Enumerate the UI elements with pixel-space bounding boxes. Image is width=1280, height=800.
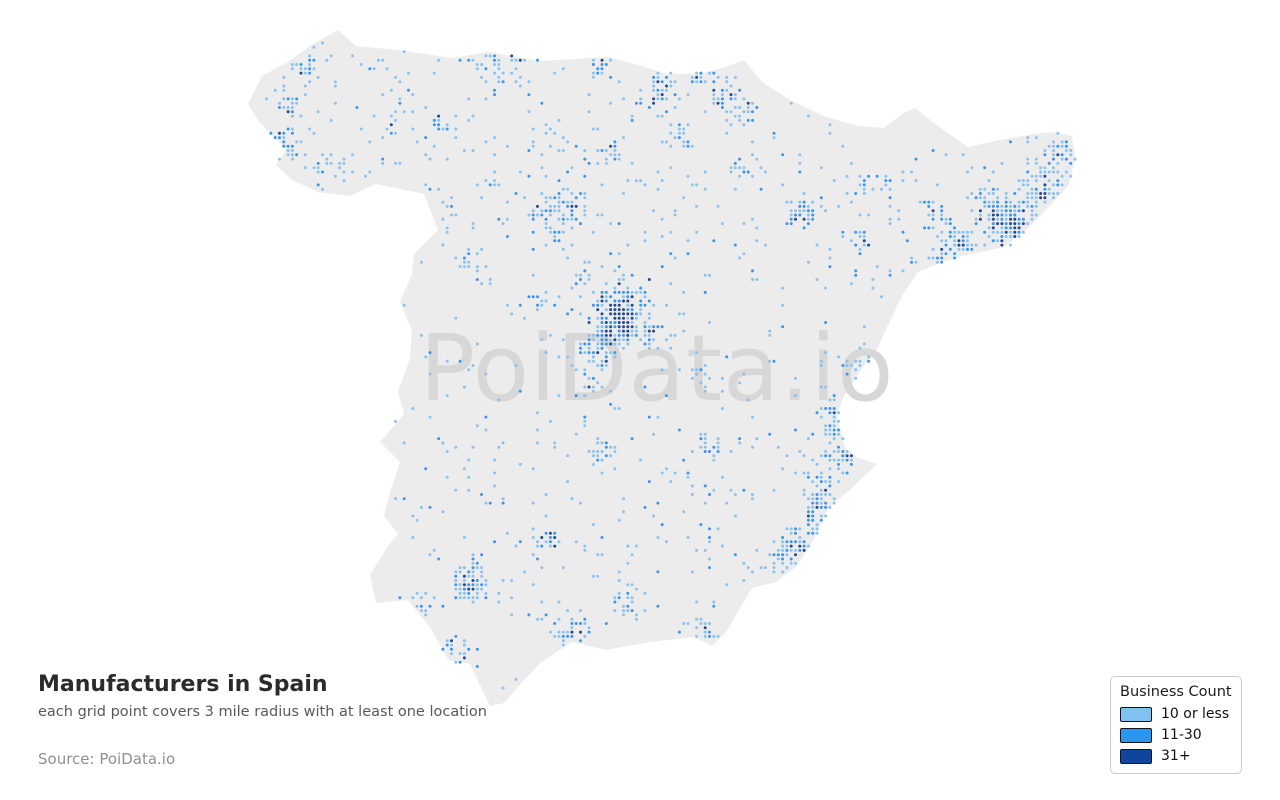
legend-item: 11-30 [1120,727,1232,743]
page-title: Manufacturers in Spain [38,672,328,697]
legend-item: 31+ [1120,748,1232,764]
dot-grid [265,41,1077,690]
legend-item: 10 or less [1120,706,1232,722]
watermark: PoiData.io [420,315,895,422]
spain-map-shape [248,30,1075,706]
legend-swatch-low [1120,706,1152,722]
legend-swatch-mid [1120,727,1152,743]
legend-swatch-high [1120,748,1152,764]
legend-item-label: 11-30 [1161,727,1202,743]
source-note: Source: PoiData.io [38,750,176,768]
legend: Business Count 10 or less 11-30 31+ [1110,676,1242,774]
legend-item-label: 10 or less [1161,706,1230,722]
page-subtitle: each grid point covers 3 mile radius wit… [38,704,487,721]
title-block: Manufacturers in Spain each grid point c… [38,672,487,720]
legend-item-label: 31+ [1161,748,1191,764]
legend-title: Business Count [1120,684,1232,700]
